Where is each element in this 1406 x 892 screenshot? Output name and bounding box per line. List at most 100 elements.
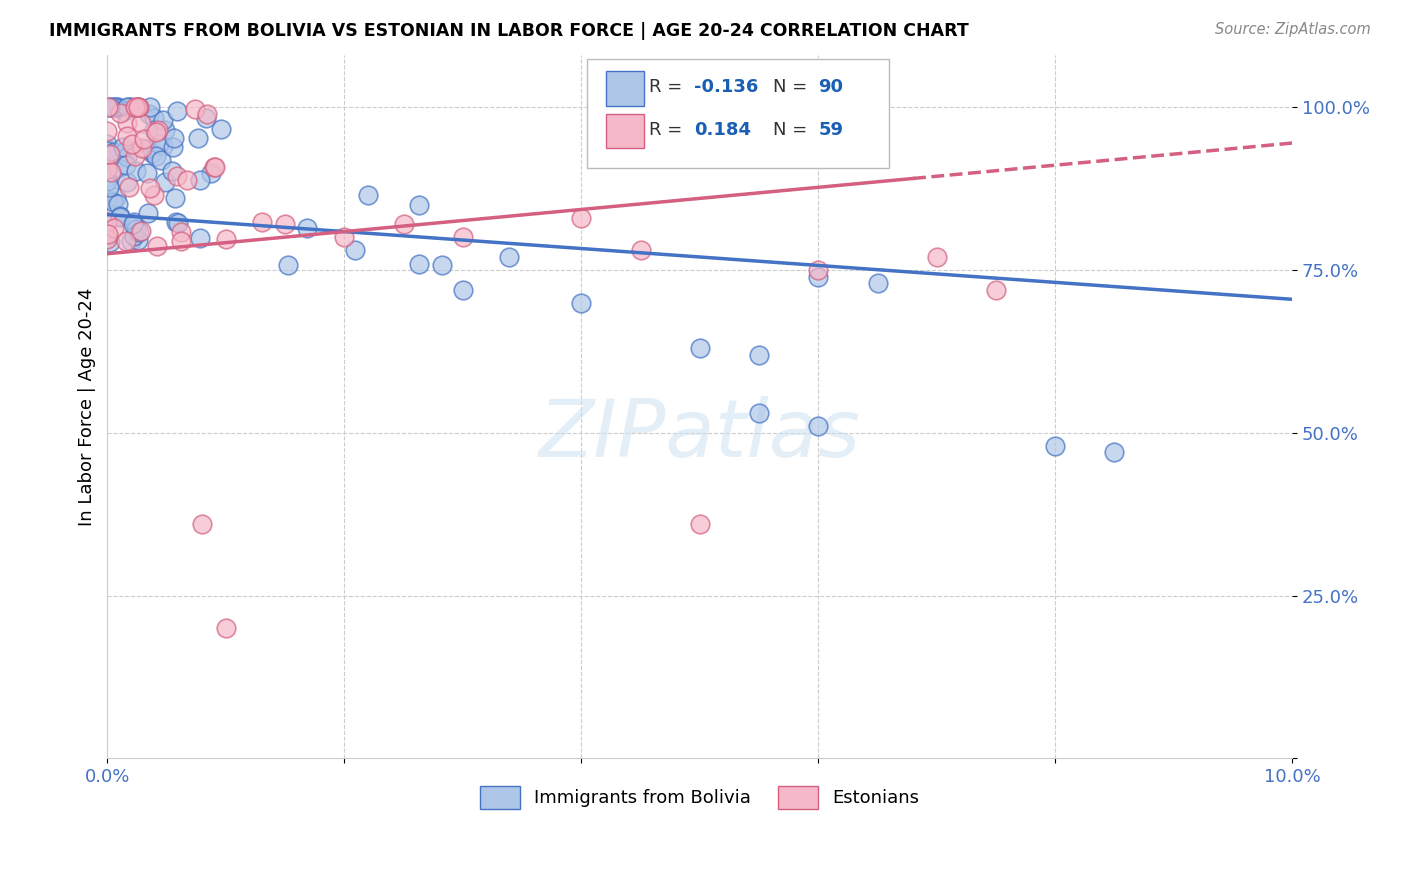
- Point: [134, 132, 156, 146]
- Point: [333, 230, 356, 244]
- Point: [160, 164, 183, 178]
- Point: [569, 211, 592, 225]
- Text: ZIPatlas: ZIPatlas: [538, 396, 860, 474]
- Text: N =: N =: [773, 78, 813, 95]
- Point: [135, 166, 157, 180]
- Point: [124, 229, 146, 244]
- Point: [191, 516, 214, 531]
- Point: [97, 227, 120, 241]
- Point: [146, 239, 169, 253]
- Point: [432, 259, 454, 273]
- FancyBboxPatch shape: [606, 71, 644, 106]
- Point: [104, 100, 127, 114]
- Point: [202, 161, 225, 175]
- Point: [122, 217, 145, 231]
- Y-axis label: In Labor Force | Age 20-24: In Labor Force | Age 20-24: [79, 287, 96, 526]
- Point: [143, 111, 166, 125]
- Point: [131, 116, 153, 130]
- Point: [96, 142, 118, 156]
- Point: [569, 295, 592, 310]
- Point: [141, 145, 163, 160]
- Point: [143, 187, 166, 202]
- Point: [100, 100, 122, 114]
- Point: [127, 100, 149, 114]
- Point: [115, 116, 138, 130]
- Point: [297, 220, 319, 235]
- Point: [170, 234, 193, 248]
- Point: [357, 188, 380, 202]
- Point: [104, 190, 127, 204]
- Point: [100, 165, 122, 179]
- Point: [152, 139, 174, 153]
- Point: [748, 406, 770, 420]
- Point: [124, 100, 146, 114]
- Point: [807, 269, 830, 284]
- Point: [195, 107, 218, 121]
- Point: [107, 100, 129, 114]
- Point: [96, 174, 118, 188]
- Point: [128, 100, 150, 114]
- Point: [103, 220, 125, 235]
- Point: [451, 230, 474, 244]
- Point: [117, 179, 139, 194]
- Text: R =: R =: [648, 121, 693, 139]
- Point: [152, 112, 174, 127]
- FancyBboxPatch shape: [606, 113, 644, 148]
- Point: [136, 205, 159, 219]
- Point: [162, 139, 184, 153]
- Point: [190, 230, 212, 244]
- Point: [96, 162, 118, 177]
- Point: [748, 348, 770, 362]
- Point: [1045, 439, 1067, 453]
- Point: [131, 140, 153, 154]
- Point: [96, 192, 118, 206]
- Point: [98, 146, 121, 161]
- Point: [124, 100, 146, 114]
- Point: [215, 231, 238, 245]
- Point: [115, 158, 138, 172]
- Point: [125, 221, 148, 235]
- Point: [97, 100, 120, 114]
- Point: [408, 197, 430, 211]
- Point: [131, 224, 153, 238]
- Point: [96, 215, 118, 229]
- Point: [127, 233, 149, 247]
- Point: [107, 161, 129, 176]
- Point: [96, 232, 118, 246]
- Point: [120, 100, 142, 114]
- Point: [145, 149, 167, 163]
- FancyBboxPatch shape: [588, 59, 890, 168]
- Point: [145, 125, 167, 139]
- Point: [115, 150, 138, 164]
- Point: [148, 123, 170, 137]
- Point: [195, 111, 218, 125]
- Text: R =: R =: [648, 78, 688, 95]
- Point: [170, 225, 193, 239]
- Point: [165, 191, 187, 205]
- Text: -0.136: -0.136: [693, 78, 758, 95]
- Point: [150, 153, 173, 167]
- Point: [108, 211, 131, 225]
- Point: [215, 621, 238, 635]
- Point: [135, 142, 157, 156]
- Point: [122, 215, 145, 229]
- Point: [115, 100, 138, 114]
- Point: [187, 130, 209, 145]
- Point: [498, 250, 520, 264]
- Text: 90: 90: [818, 78, 844, 95]
- Point: [107, 196, 129, 211]
- Point: [925, 250, 948, 264]
- Point: [807, 419, 830, 434]
- Point: [138, 107, 160, 121]
- Text: 59: 59: [818, 121, 844, 139]
- Point: [125, 164, 148, 178]
- Point: [689, 516, 711, 531]
- Point: [204, 161, 226, 175]
- Point: [689, 341, 711, 355]
- Point: [114, 145, 136, 159]
- Point: [165, 215, 187, 229]
- Point: [630, 244, 652, 258]
- Point: [274, 218, 297, 232]
- Point: [148, 136, 170, 151]
- Point: [120, 234, 142, 248]
